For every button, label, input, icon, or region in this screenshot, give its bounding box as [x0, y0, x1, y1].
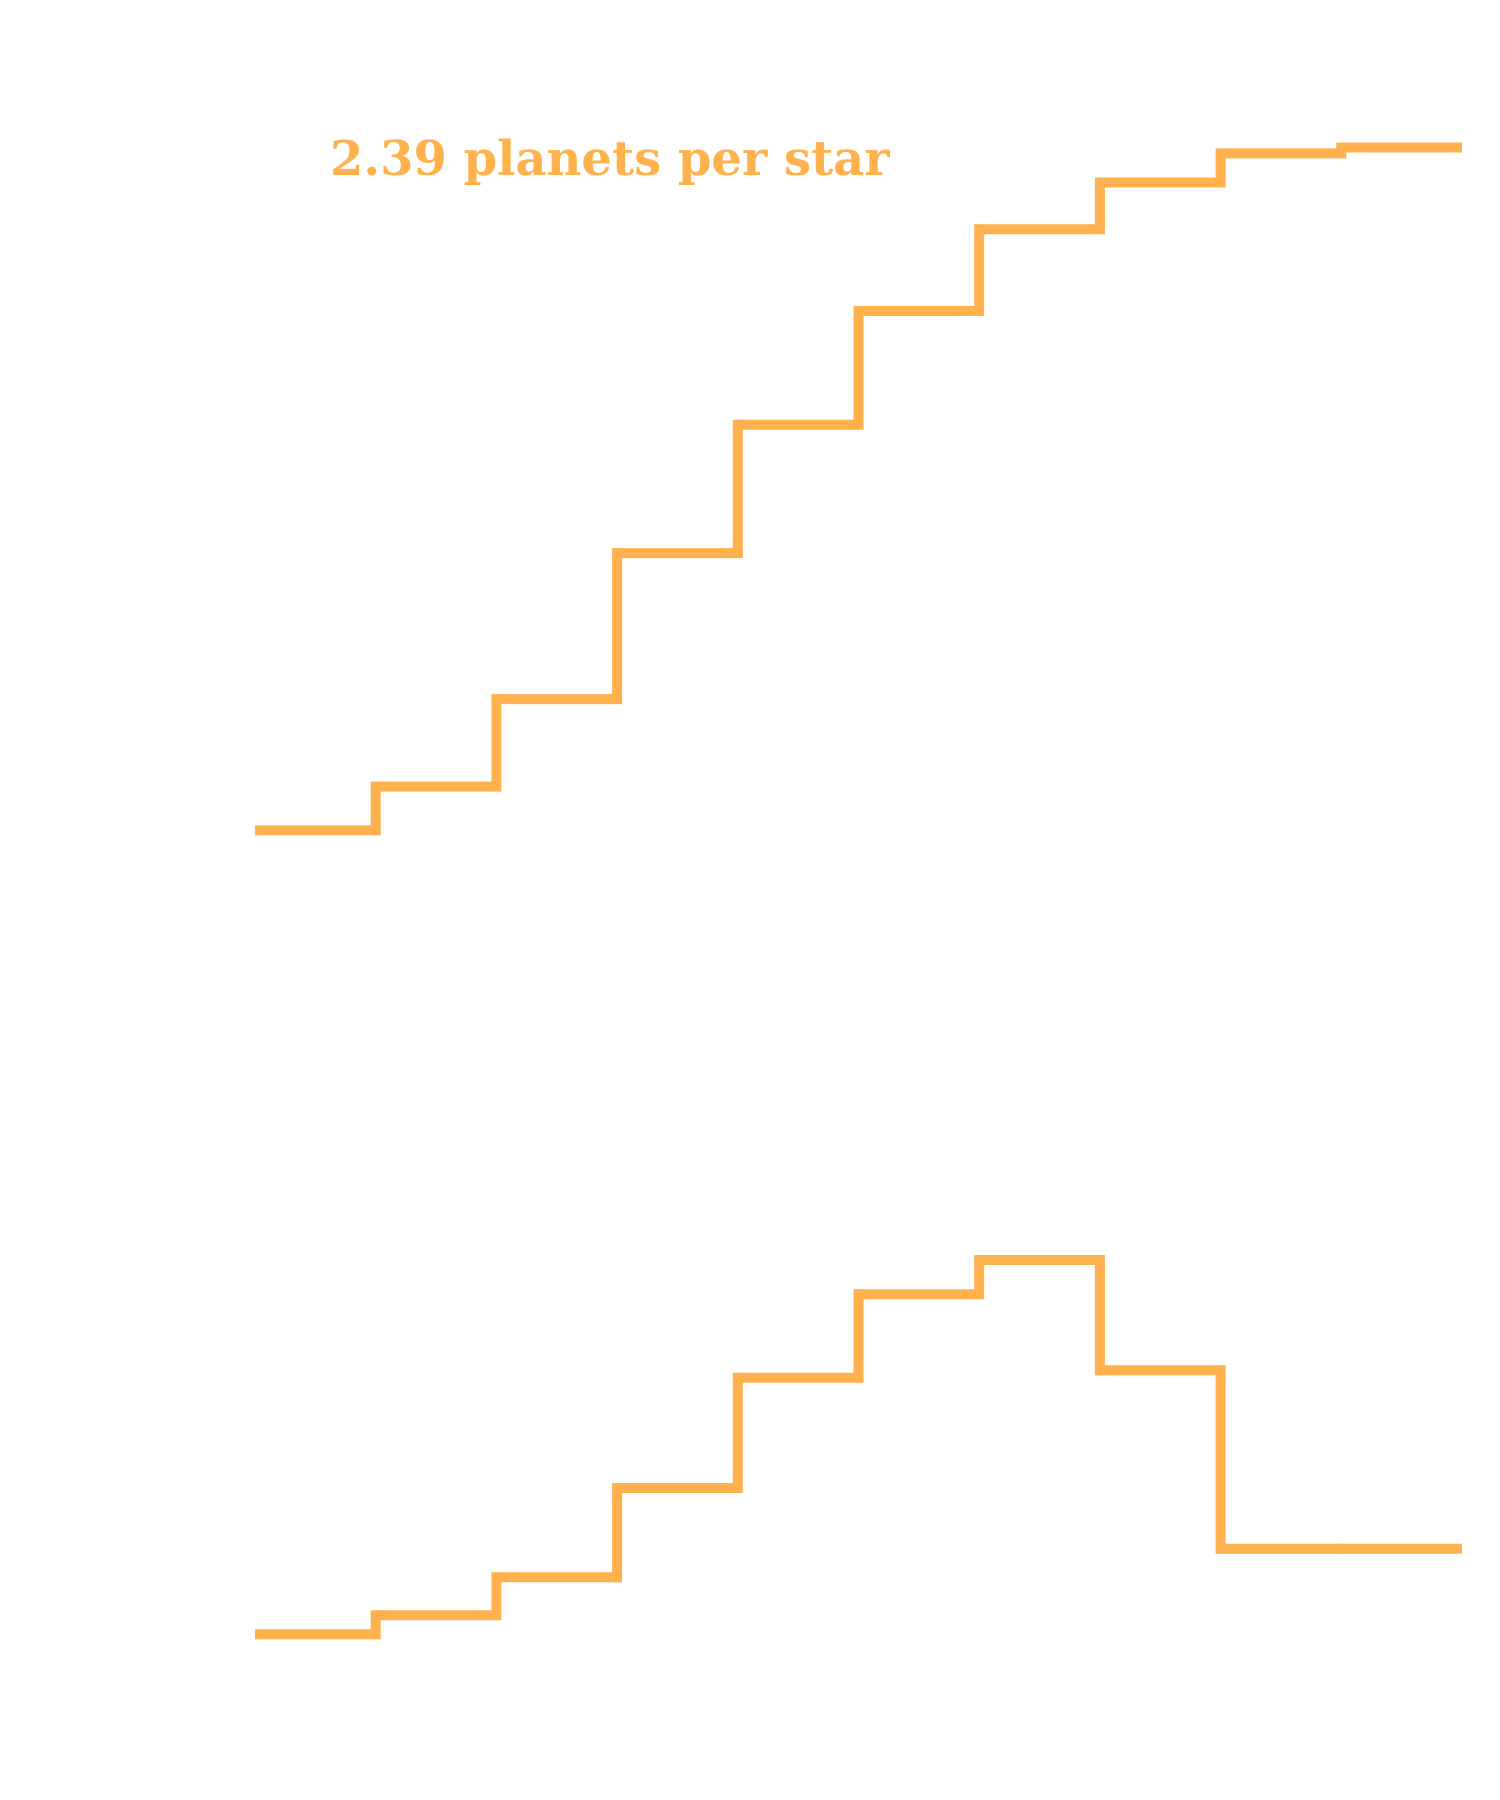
planets-per-star-annotation: 2.39 planets per star: [330, 131, 890, 187]
bottom-step-panel: [255, 1255, 1462, 1640]
top-step-panel: [255, 142, 1462, 836]
